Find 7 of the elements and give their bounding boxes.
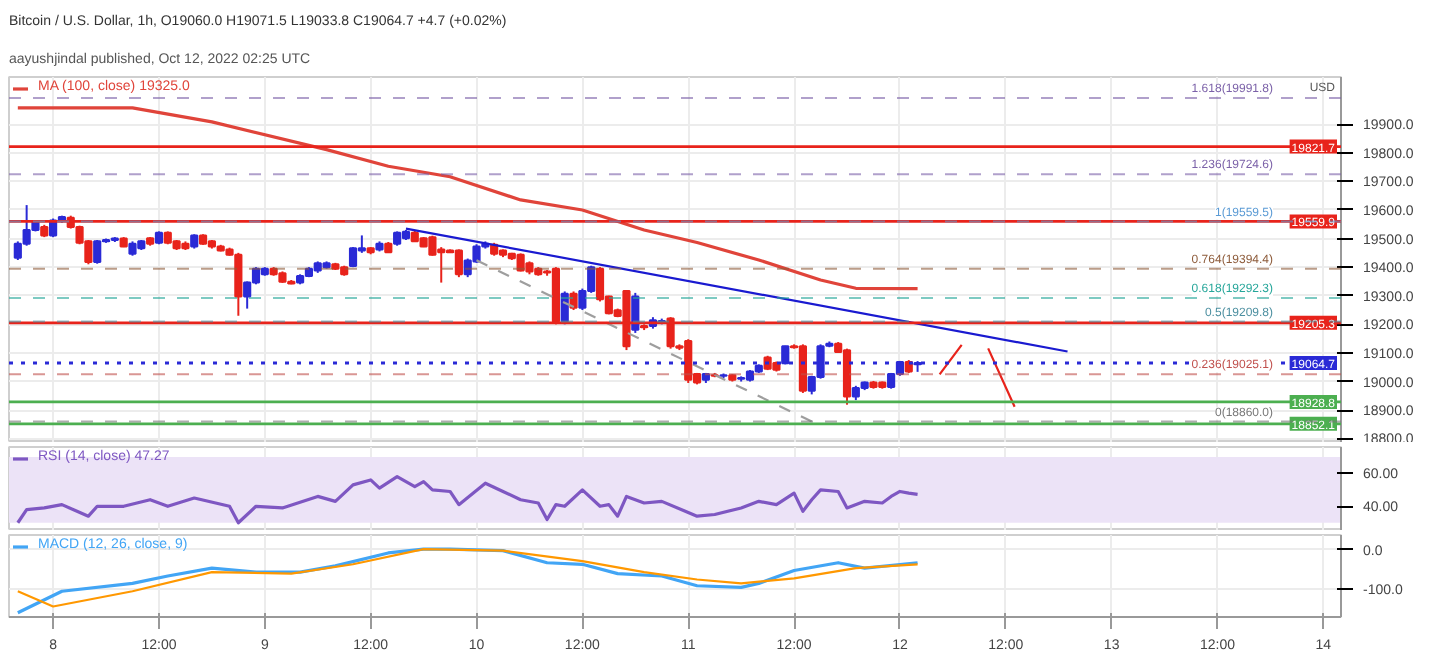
candlestick [798, 343, 807, 394]
line-series [16, 106, 920, 291]
candlestick [631, 291, 640, 334]
candlestick [842, 347, 852, 406]
line-series [16, 475, 920, 525]
candlestick [569, 290, 578, 312]
candlestick [454, 248, 463, 279]
